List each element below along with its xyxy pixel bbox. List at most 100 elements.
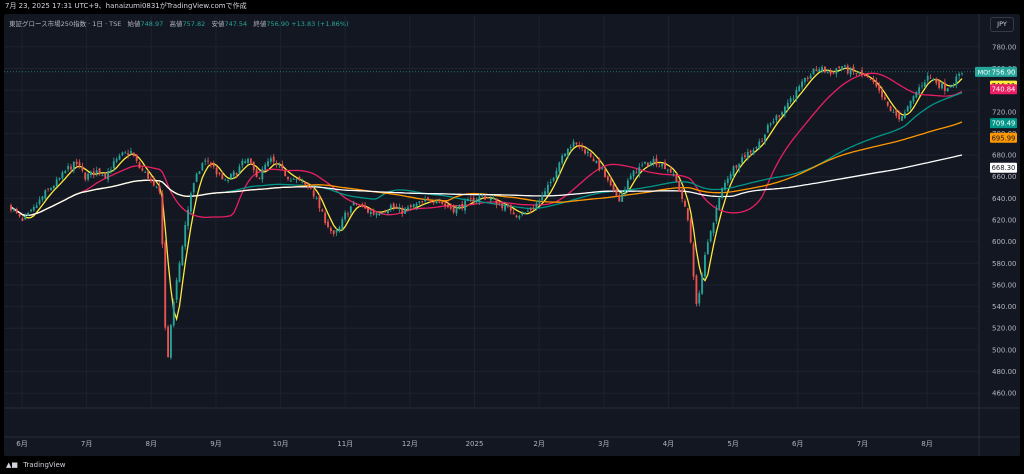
candle-body bbox=[395, 206, 398, 209]
tradingview-logo-icon: ▲■ bbox=[6, 461, 18, 469]
candle-body bbox=[227, 180, 229, 182]
candle-body bbox=[464, 200, 467, 211]
candle-body bbox=[829, 71, 832, 74]
legend-symbol[interactable]: 東証グロース市場250指数 · 1日 · TSE bbox=[9, 20, 122, 28]
candle-body bbox=[167, 326, 169, 358]
candle-body bbox=[324, 212, 327, 224]
candle-body bbox=[952, 85, 955, 87]
candle-body bbox=[546, 184, 549, 194]
candle-body bbox=[638, 166, 641, 175]
candle-body bbox=[261, 169, 264, 180]
candle-body bbox=[121, 152, 124, 156]
candle-body bbox=[624, 189, 626, 193]
candle-body bbox=[715, 208, 718, 222]
candle-body bbox=[552, 177, 555, 181]
y-tick-label: 780.00 bbox=[992, 43, 1017, 51]
candle-body bbox=[635, 172, 638, 174]
candle-body bbox=[604, 169, 606, 178]
candle-body bbox=[766, 125, 769, 133]
candle-body bbox=[929, 77, 932, 79]
candle-body bbox=[664, 162, 666, 169]
candle-body bbox=[875, 80, 878, 87]
candle-body bbox=[489, 198, 492, 201]
candle-body bbox=[781, 112, 784, 116]
candle-body bbox=[792, 98, 795, 100]
candle-body bbox=[958, 73, 961, 76]
candle-body bbox=[943, 82, 946, 91]
candle-body bbox=[741, 157, 744, 164]
candle-body bbox=[938, 81, 941, 88]
candle-body bbox=[632, 170, 635, 177]
candle-body bbox=[172, 301, 175, 326]
x-tick-label: 5月 bbox=[727, 440, 738, 448]
candle-body bbox=[646, 162, 649, 167]
candle-body bbox=[661, 163, 664, 167]
chart-panel[interactable]: 460.00 480.00 500.00 520.00 540.00 560.00 580.… bbox=[4, 14, 1020, 456]
candle-body bbox=[170, 325, 172, 358]
moving-average-line bbox=[10, 67, 963, 322]
candle-body bbox=[364, 205, 367, 209]
candle-body bbox=[427, 197, 429, 200]
candle-body bbox=[215, 167, 218, 175]
candle-body bbox=[344, 212, 347, 220]
candle-body bbox=[287, 176, 289, 180]
legend-low-label: 安値 bbox=[211, 20, 225, 28]
candle-body bbox=[207, 160, 209, 162]
y-tick-label: 580.00 bbox=[992, 260, 1017, 268]
candle-body bbox=[495, 198, 498, 205]
candle-body bbox=[135, 154, 138, 161]
candle-body bbox=[678, 180, 681, 192]
candle-body bbox=[823, 66, 826, 73]
candle-body bbox=[712, 222, 715, 233]
snapshot-info: 7月 23, 2025 17:31 UTC+9、hanaizumi0831がTr… bbox=[5, 2, 247, 10]
candle-body bbox=[361, 204, 364, 206]
candle-body bbox=[124, 152, 127, 154]
candle-body bbox=[241, 160, 244, 166]
candle-body bbox=[289, 180, 292, 182]
candle-body bbox=[381, 212, 384, 214]
candle-body bbox=[247, 158, 249, 163]
candle-body bbox=[918, 87, 921, 94]
candle-body bbox=[838, 66, 841, 68]
y-tick-label: 720.00 bbox=[992, 108, 1017, 116]
candle-body bbox=[75, 161, 78, 164]
candle-body bbox=[24, 216, 27, 220]
candle-body bbox=[812, 68, 815, 75]
moving-average-line bbox=[10, 154, 963, 217]
candle-body bbox=[332, 230, 335, 234]
candle-body bbox=[12, 209, 15, 211]
y-tick-label: 660.00 bbox=[992, 173, 1017, 181]
candle-body bbox=[258, 178, 261, 179]
candle-body bbox=[455, 207, 458, 214]
candle-body bbox=[778, 115, 781, 117]
candle-body bbox=[238, 166, 241, 173]
candle-body bbox=[127, 153, 130, 155]
price-tag-label: MOS bbox=[978, 68, 993, 76]
candle-body bbox=[218, 172, 221, 175]
candle-body bbox=[275, 163, 278, 165]
candle-body bbox=[821, 67, 823, 72]
candle-body bbox=[447, 204, 449, 208]
candle-body bbox=[858, 72, 861, 74]
candle-body bbox=[735, 165, 738, 168]
candle-body bbox=[652, 158, 655, 163]
candle-body bbox=[826, 72, 829, 74]
candle-body bbox=[575, 142, 578, 145]
chart-svg[interactable]: 460.00 480.00 500.00 520.00 540.00 560.00 580.… bbox=[4, 14, 1020, 456]
candle-body bbox=[669, 168, 672, 173]
legend-change: +13.83 (+1.86%) bbox=[291, 20, 349, 28]
candle-body bbox=[586, 151, 589, 154]
candle-body bbox=[606, 176, 609, 181]
candle-body bbox=[718, 197, 721, 209]
candle-body bbox=[315, 198, 318, 199]
candle-body bbox=[869, 78, 872, 80]
candle-body bbox=[861, 70, 863, 76]
candle-body bbox=[961, 72, 963, 74]
candle-body bbox=[138, 162, 141, 169]
candle-body bbox=[321, 209, 324, 212]
candle-body bbox=[704, 254, 706, 277]
candle-body bbox=[558, 162, 561, 172]
candle-body bbox=[67, 166, 70, 170]
currency-button[interactable]: JPY bbox=[990, 17, 1014, 32]
y-tick-label: 680.00 bbox=[992, 152, 1017, 160]
